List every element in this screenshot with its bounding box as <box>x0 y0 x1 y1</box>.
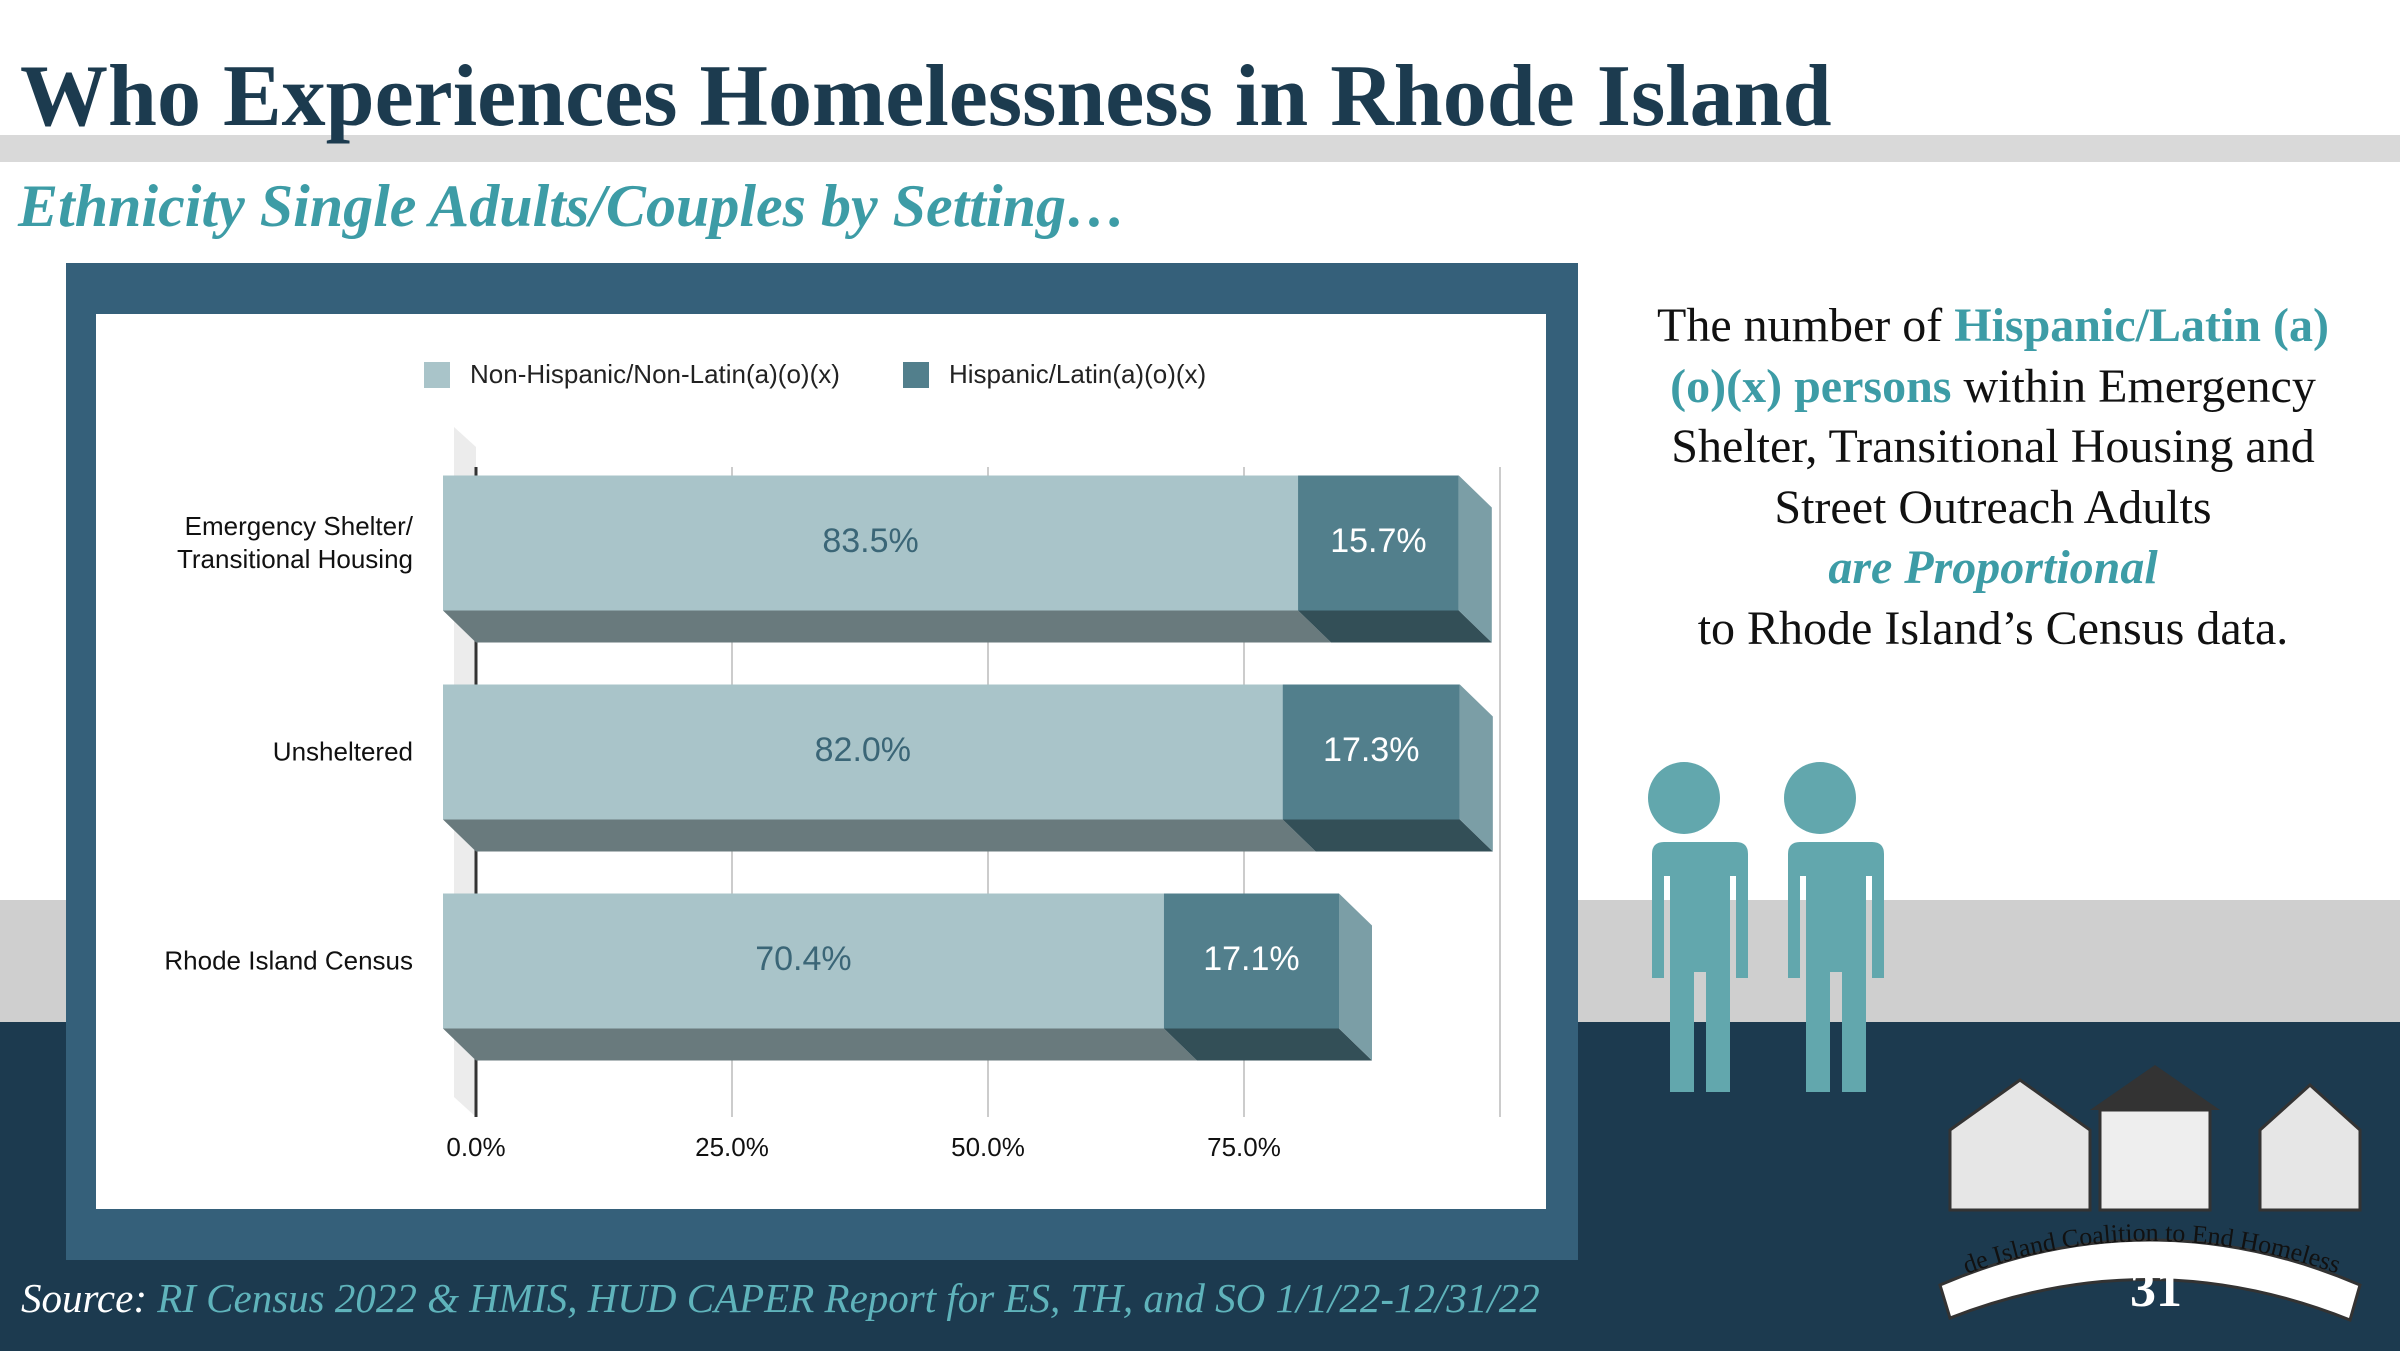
bar <box>443 893 1164 1029</box>
bar-bottom <box>1298 610 1492 643</box>
category-label: Emergency Shelter/ Transitional Housing <box>176 511 413 574</box>
title-band <box>0 135 2400 162</box>
source: Source: RI Census 2022 & HMIS, HUD CAPER… <box>21 1274 1540 1322</box>
legend-swatch <box>424 362 450 388</box>
legend-swatch <box>903 362 929 388</box>
people-icon <box>1632 762 1884 1092</box>
value-label: 15.7% <box>1330 522 1426 560</box>
page-number: 31 <box>2130 1261 2182 1318</box>
bar-bottom <box>1163 1028 1372 1061</box>
bar <box>443 475 1299 611</box>
legend-label: Hispanic/Latin(a)(o)(x) <box>949 359 1206 389</box>
bar-bottom <box>443 610 1332 643</box>
slide-title: Who Experiences Homelessness in Rhode Is… <box>20 48 1832 145</box>
callout-highlight: Hispanic/Latin (a)(o)(x) persons <box>1670 299 2329 413</box>
bar-bottom <box>443 1028 1197 1061</box>
value-label: 82.0% <box>815 731 911 769</box>
slide-subtitle: Ethnicity Single Adults/Couples by Setti… <box>18 173 1126 239</box>
bar-side <box>1459 684 1493 852</box>
bar-bottom <box>443 819 1316 852</box>
bar <box>1298 475 1459 611</box>
bar-side <box>1339 893 1372 1061</box>
category-label: Rhode Island Census <box>164 945 413 976</box>
value-label: 83.5% <box>822 522 918 560</box>
value-label: 17.1% <box>1203 940 1299 978</box>
x-tick-label: 0.0% <box>446 1132 505 1162</box>
x-tick-label: 50.0% <box>951 1132 1025 1162</box>
callout-text: The number of <box>1657 299 1955 352</box>
x-tick-label: 75.0% <box>1207 1132 1281 1162</box>
bar-side <box>1458 475 1492 643</box>
callout-text: within Emergency Shelter, Transitional H… <box>1671 359 2316 534</box>
callout-closing: to Rhode Island’s Census data. <box>1697 601 2289 655</box>
bar <box>1163 893 1339 1029</box>
callout: The number of Hispanic/Latin (a)(o)(x) p… <box>1640 296 2346 659</box>
value-label: 70.4% <box>755 940 851 978</box>
bar <box>443 684 1283 820</box>
x-tick-label: 25.0% <box>695 1132 769 1162</box>
callout-emphasis: are Proportional <box>1828 541 2158 594</box>
chart: 0.0% 25.0% 50.0% 75.0% Non-Hispanic/Non-Lati… <box>424 359 1501 1162</box>
bar <box>1282 684 1460 820</box>
source-text: RI Census 2022 & HMIS, HUD CAPER Report … <box>157 1275 1540 1321</box>
value-label: 17.3% <box>1323 731 1419 769</box>
category-label: Unsheltered <box>272 736 413 767</box>
bar-bottom <box>1282 819 1493 852</box>
legend-label: Non-Hispanic/Non-Latin(a)(o)(x) <box>470 359 840 389</box>
source-label: Source: <box>21 1275 147 1321</box>
